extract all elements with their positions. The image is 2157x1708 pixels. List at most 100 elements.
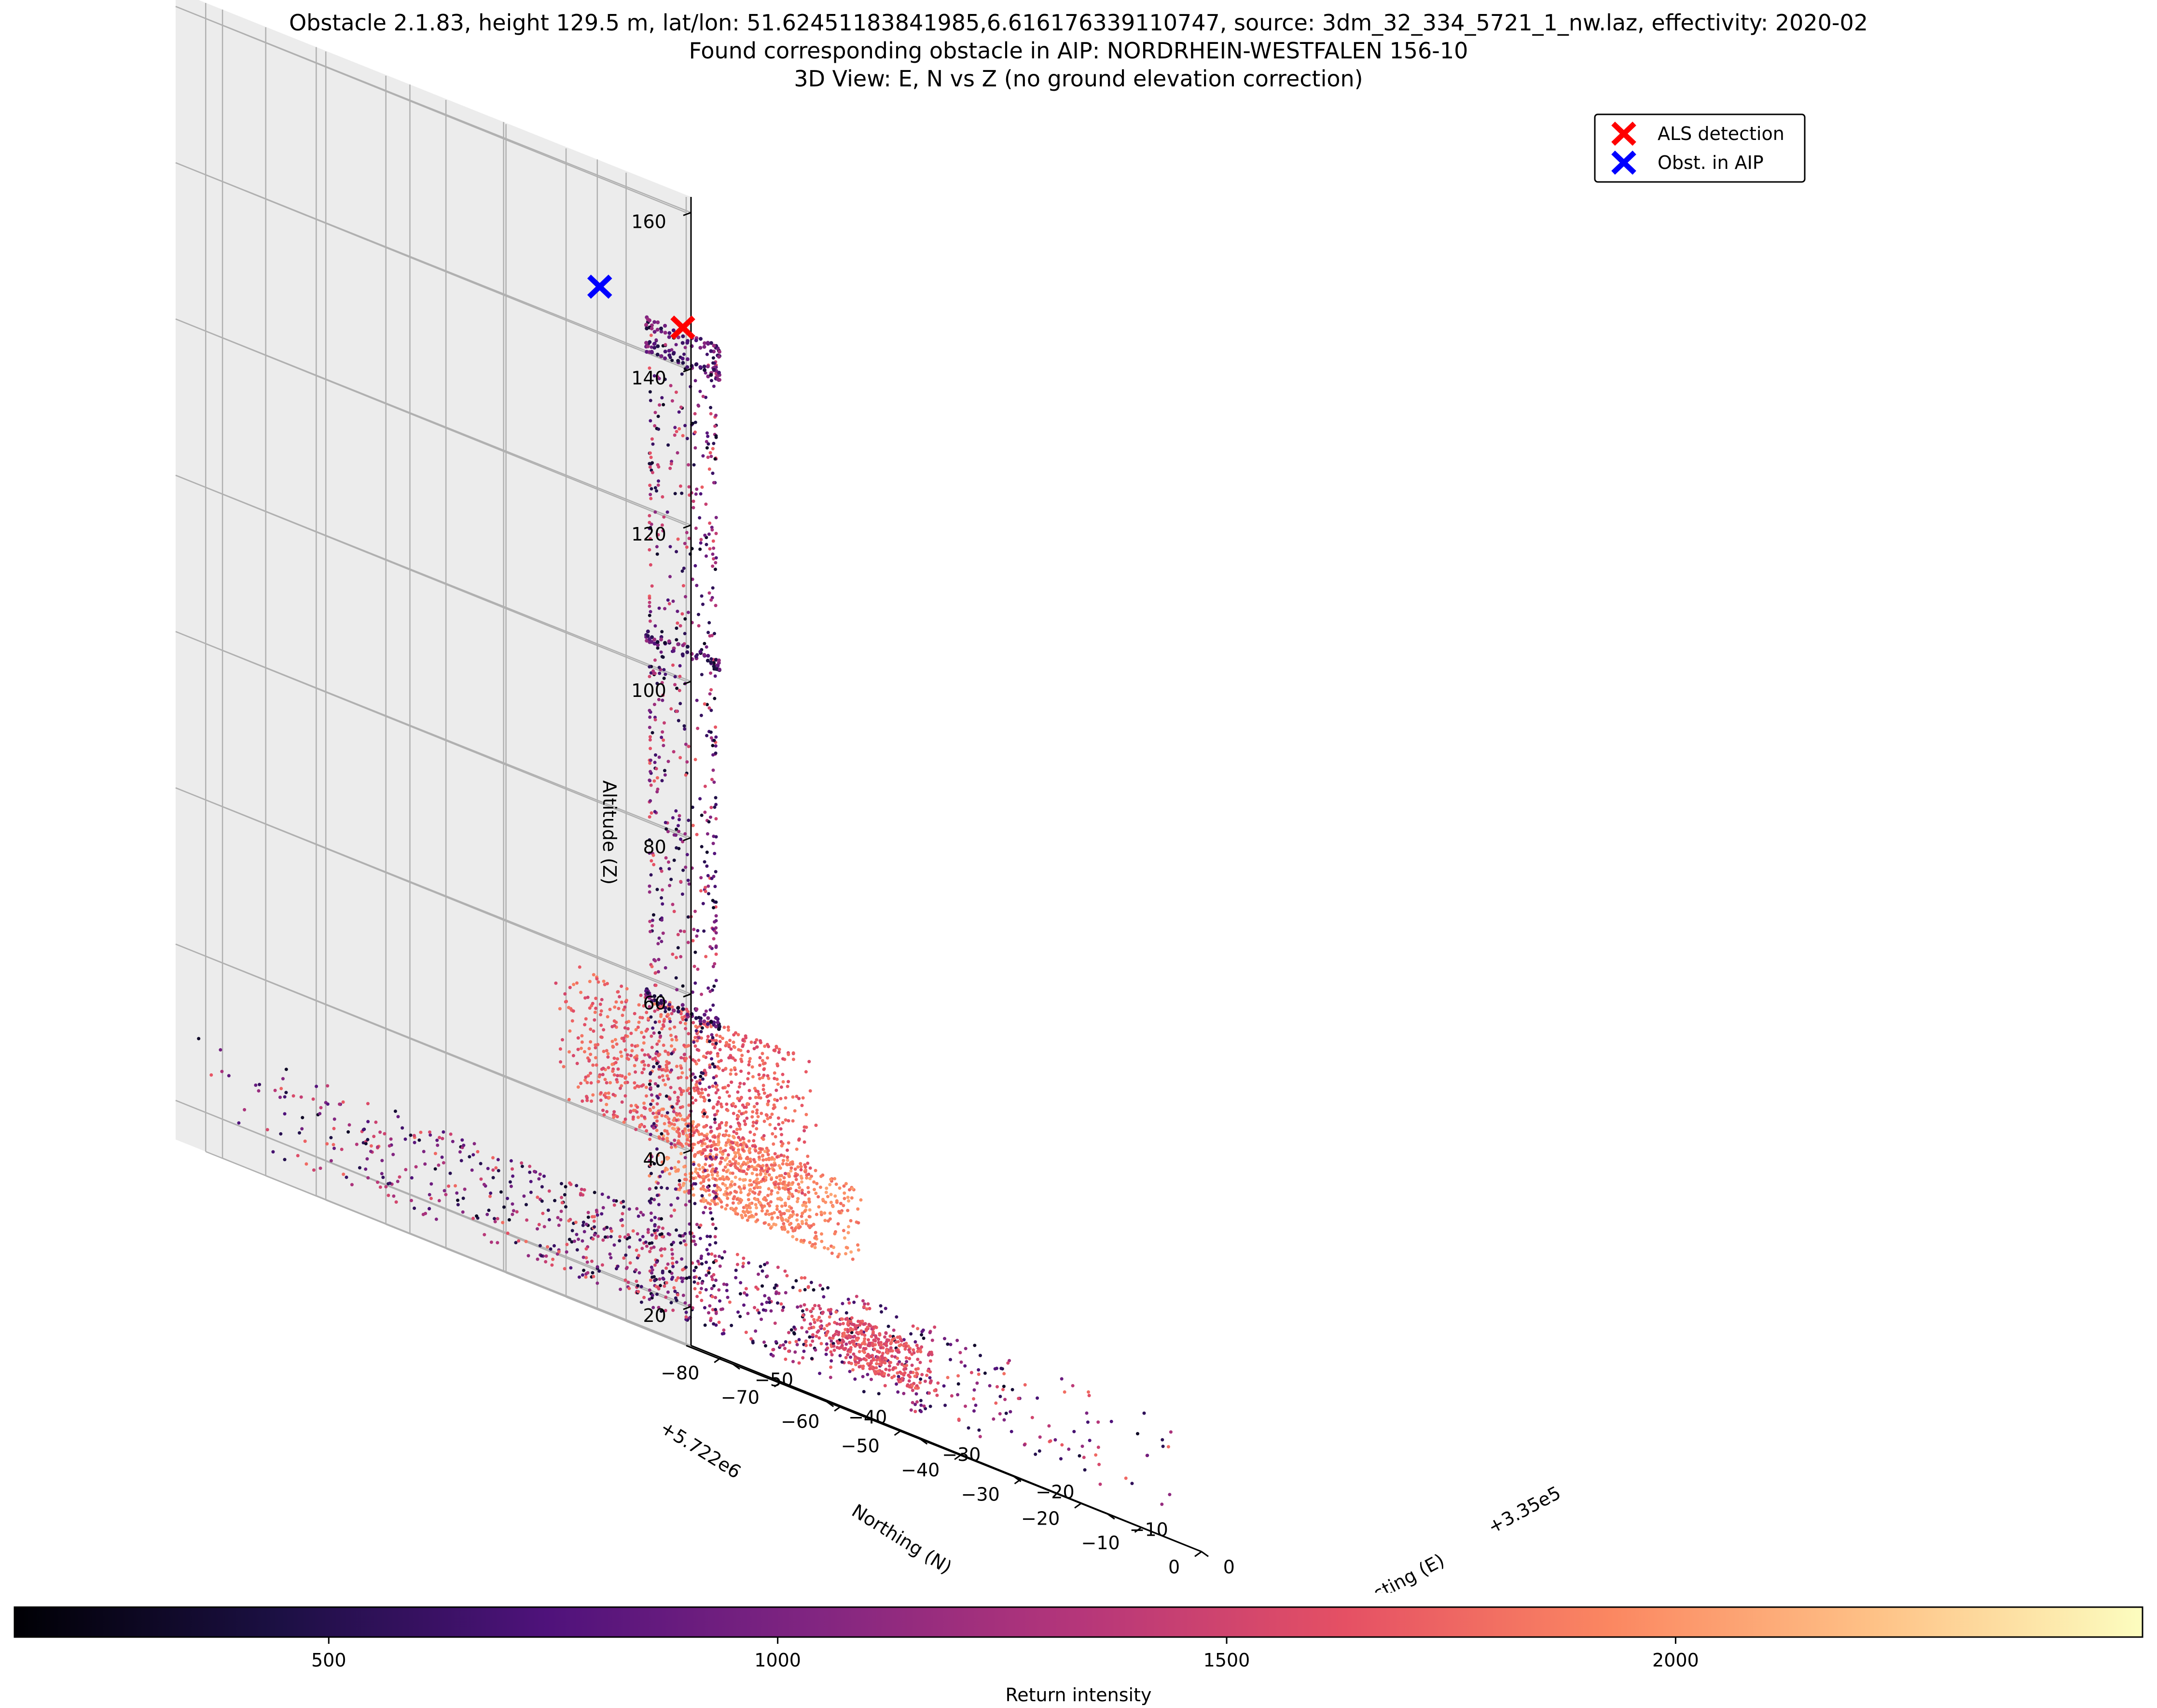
cloud-point: [899, 1379, 902, 1383]
legend-label-als: ALS detection: [1658, 123, 1784, 144]
cloud-point: [630, 1043, 634, 1047]
cloud-point: [781, 1072, 785, 1076]
cloud-point: [711, 356, 715, 360]
cloud-point: [283, 1095, 287, 1099]
cloud-point: [684, 1173, 687, 1177]
cloud-point: [678, 929, 682, 933]
cloud-point: [681, 1293, 685, 1297]
cloud-point: [698, 346, 703, 350]
cloud-point: [672, 1240, 676, 1244]
cloud-point: [579, 1082, 583, 1085]
cloud-point: [693, 1170, 697, 1174]
cloud-point: [781, 1057, 785, 1061]
cloud-point: [745, 1172, 748, 1176]
cloud-point: [676, 451, 679, 455]
cloud-point: [750, 1165, 754, 1168]
cloud-point: [672, 750, 676, 754]
cloud-point: [580, 1046, 583, 1050]
cloud-point: [849, 1346, 853, 1349]
cloud-point: [675, 956, 678, 959]
cloud-point: [664, 1295, 668, 1299]
cloud-point: [227, 1074, 231, 1078]
pane-north-wall: [176, 0, 691, 1346]
cloud-point: [857, 1221, 860, 1225]
cloud-point: [658, 1075, 662, 1079]
cloud-point: [649, 747, 652, 750]
cloud-point: [682, 930, 686, 933]
cloud-point: [661, 888, 664, 892]
cloud-point: [744, 1287, 748, 1291]
cloud-point: [433, 1167, 437, 1171]
cloud-point: [829, 1350, 833, 1354]
cloud-point: [833, 1232, 837, 1236]
cloud-point: [610, 1062, 614, 1066]
x-offset-label: +3.35e5: [1484, 1482, 1564, 1538]
cloud-point: [656, 1153, 660, 1157]
cloud-point: [800, 1220, 804, 1223]
cloud-point: [881, 1351, 885, 1355]
cloud-point: [773, 1163, 777, 1167]
cloud-point: [496, 1217, 499, 1221]
cloud-point: [774, 1291, 778, 1295]
cloud-point: [648, 548, 651, 552]
cloud-point: [759, 1172, 762, 1176]
cloud-point: [761, 1138, 765, 1141]
cloud-point: [664, 1083, 667, 1086]
cloud-point: [669, 1142, 673, 1146]
cloud-point: [712, 984, 716, 988]
cloud-point: [852, 1343, 856, 1347]
cloud-point: [651, 1111, 655, 1115]
cloud-point: [429, 1182, 433, 1186]
cloud-point: [585, 1081, 589, 1084]
cloud-point: [655, 888, 659, 891]
cloud-point: [575, 1248, 579, 1252]
cloud-point: [678, 664, 682, 667]
cloud-point: [762, 1091, 766, 1095]
cloud-point: [601, 1109, 605, 1112]
cloud-point: [913, 1403, 917, 1406]
cloud-point: [679, 1066, 683, 1070]
x-tick-label-mark: [826, 1401, 834, 1407]
cloud-point: [623, 1235, 627, 1239]
cloud-point: [634, 1070, 637, 1074]
cloud-point: [828, 1315, 831, 1319]
cloud-point: [808, 1089, 812, 1093]
cloud-point: [414, 1165, 418, 1169]
cloud-point: [633, 1064, 636, 1068]
cloud-point: [508, 1180, 512, 1184]
cloud-point: [612, 1199, 616, 1203]
cloud-point: [750, 1171, 754, 1175]
cloud-point: [656, 344, 660, 348]
cloud-point: [646, 1230, 650, 1234]
cloud-point: [622, 1205, 626, 1209]
cloud-point: [319, 1106, 323, 1110]
cloud-point: [777, 1047, 781, 1051]
cloud-point: [751, 1121, 755, 1124]
cloud-point: [701, 602, 705, 606]
cloud-point: [283, 1112, 287, 1116]
cloud-point: [787, 1195, 791, 1199]
cloud-point: [713, 674, 717, 678]
cloud-point: [694, 527, 698, 530]
cloud-point: [898, 1370, 902, 1374]
cloud-point: [651, 1099, 655, 1102]
cloud-point: [653, 718, 657, 722]
cloud-point: [817, 1304, 821, 1308]
cloud-point: [668, 466, 672, 470]
cloud-point: [741, 1136, 745, 1140]
cloud-point: [766, 1117, 770, 1121]
cloud-point: [757, 1193, 761, 1196]
cloud-point: [713, 885, 717, 889]
cloud-point: [775, 1062, 779, 1066]
cloud-point: [701, 1196, 705, 1200]
cloud-point: [650, 1172, 653, 1175]
cloud-point: [691, 1072, 695, 1076]
cloud-point: [911, 1324, 915, 1328]
cloud-point: [956, 1382, 960, 1386]
cloud-point: [654, 767, 658, 771]
cloud-point: [707, 621, 711, 625]
cloud-point: [637, 1003, 641, 1007]
cloud-point: [860, 1332, 864, 1336]
cloud-point: [714, 1195, 718, 1198]
cloud-point: [688, 1276, 691, 1279]
